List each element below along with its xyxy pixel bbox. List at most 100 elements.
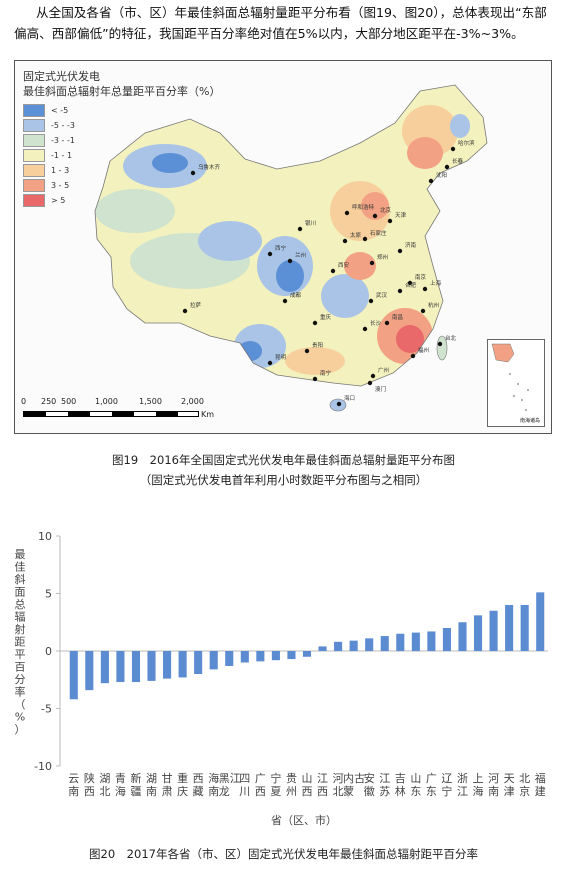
- city-label: 太原: [350, 231, 362, 239]
- x-category-label: 湖北: [99, 772, 110, 798]
- bar: [365, 638, 374, 651]
- city-label: 长沙: [370, 319, 382, 327]
- anomaly-map: 乌鲁木齐 哈尔滨 长春 沈阳 呼和浩特 北京 天津 石家庄 太原 银川 西宁 兰州 济南 郑州 西安 拉萨 成都…: [14, 60, 552, 434]
- city-label: 银川: [305, 219, 316, 227]
- bar: [116, 651, 125, 683]
- city-label: 长春: [452, 157, 464, 165]
- x-category-label: 安徽: [364, 771, 375, 798]
- x-category-label: 天津: [504, 772, 515, 798]
- bar: [536, 592, 545, 651]
- legend-swatch: [23, 134, 45, 147]
- x-category-label: 黑龙江: [219, 772, 241, 798]
- legend-title-1: 固定式光伏发电: [23, 70, 100, 83]
- x-category-label: 北京: [519, 772, 530, 798]
- city-label: 成都: [290, 291, 302, 299]
- legend-item: 1 - 3: [23, 163, 220, 178]
- bar: [209, 651, 218, 670]
- city-label: 济南: [405, 241, 417, 249]
- bar: [100, 651, 109, 684]
- x-category-label: 重庆: [177, 771, 188, 798]
- x-category-label: 甘肃: [162, 772, 173, 798]
- x-category-label: 山东: [410, 772, 421, 798]
- city-label: 西安: [338, 261, 350, 269]
- city-label: 南京: [415, 273, 427, 281]
- legend-label: 1 - 3: [51, 166, 70, 175]
- bar: [69, 651, 78, 700]
- bar: [505, 605, 514, 651]
- legend-item: -3 - -1: [23, 133, 220, 148]
- legend-item: < -5: [23, 103, 220, 118]
- x-category-label: 吉林: [395, 772, 406, 798]
- bar: [318, 646, 327, 651]
- city-label: 呼和浩特: [352, 203, 375, 211]
- scale-bar: 0 250 500 1,000 1,500 2,000 Km: [21, 397, 221, 427]
- south-sea-inset: 南海诸岛: [487, 339, 545, 427]
- y-tick-label: 10: [38, 530, 52, 543]
- x-category-label: 四川: [239, 772, 250, 798]
- x-category-label: 海南: [208, 771, 219, 798]
- bar: [178, 651, 187, 678]
- x-category-label: 山西: [302, 772, 313, 798]
- map-legend: 固定式光伏发电 最佳斜面总辐射年总量距平百分率（%） < -5 -5 - -3 -3…: [23, 69, 220, 208]
- bar: [256, 651, 265, 662]
- city-label: 重庆: [320, 313, 332, 321]
- bar: [396, 633, 405, 651]
- scale-tick-label: 500: [61, 397, 77, 406]
- bar: [349, 640, 358, 651]
- x-category-label: 云南: [68, 772, 79, 798]
- bar: [131, 651, 141, 683]
- x-category-label: 福建: [535, 771, 546, 798]
- scale-tick-label: 2,000: [181, 397, 204, 406]
- city-label: 西宁: [275, 244, 287, 252]
- legend-item: -1 - 1: [23, 148, 220, 163]
- bar: [334, 641, 343, 651]
- legend-item: -5 - -3: [23, 118, 220, 133]
- bar-chart: 10 5 0 -5 -10 云南 陕西 湖北 青海 新疆 湖南 甘肃 重庆 西藏 海南 黑龙江 四川 广西 宁夏 贵州…: [8, 518, 556, 836]
- city-label: 杭州: [428, 301, 439, 309]
- bar: [458, 622, 467, 651]
- legend-swatch: [23, 149, 45, 162]
- scale-tick-label: 0: [21, 397, 27, 406]
- x-category-label: 湖南: [146, 772, 157, 798]
- inset-label: 南海诸岛: [519, 418, 540, 424]
- bar: [147, 651, 156, 681]
- city-label: 兰州: [295, 251, 306, 259]
- bar-chart-svg: 10 5 0 -5 -10 云南陕西湖北青海新疆湖南甘肃重庆西藏海南黑龙江四川广西宁夏贵州…: [15, 530, 548, 827]
- x-category-label: 河北: [333, 772, 344, 798]
- x-category-label: 河南: [488, 772, 499, 798]
- x-category-label: 江苏: [379, 772, 390, 798]
- bar: [489, 610, 498, 651]
- scale-tick-label: 250: [41, 397, 57, 406]
- city-label: 贵阳: [312, 341, 323, 349]
- x-category-label: 广西: [255, 772, 266, 798]
- scale-tick-label: 1,000: [95, 397, 118, 406]
- legend-label: > 5: [51, 196, 66, 205]
- bar: [473, 615, 483, 651]
- x-axis-title: 省（区、市）: [271, 813, 337, 827]
- city-label: 广州: [378, 366, 389, 374]
- bar: [225, 651, 234, 666]
- city-label: 福州: [418, 346, 429, 354]
- city-label: 澳门: [375, 385, 386, 393]
- bar: [85, 651, 94, 691]
- legend-label: -5 - -3: [51, 121, 75, 130]
- city-label: 南昌: [392, 313, 403, 321]
- legend-swatch: [23, 164, 45, 177]
- bar: [163, 651, 172, 679]
- x-category-label: 西藏: [193, 772, 204, 798]
- city-label: 南宁: [320, 369, 332, 377]
- x-category-label: 江西: [317, 772, 328, 798]
- legend-label: < -5: [51, 106, 69, 115]
- city-label: 郑州: [377, 253, 388, 261]
- x-category-label: 青海: [115, 772, 126, 798]
- city-label: 武汉: [376, 291, 388, 299]
- y-axis-title: 最佳斜面总辐射距平百分率（%）: [15, 548, 26, 736]
- x-category-label: 辽宁: [441, 772, 452, 798]
- legend-label: 3 - 5: [51, 181, 70, 190]
- bar: [427, 631, 436, 651]
- city-label: 乌鲁木齐: [198, 163, 221, 171]
- x-category-label: 内蒙古: [343, 771, 365, 798]
- city-label: 海口: [344, 394, 355, 402]
- bar: [194, 651, 203, 674]
